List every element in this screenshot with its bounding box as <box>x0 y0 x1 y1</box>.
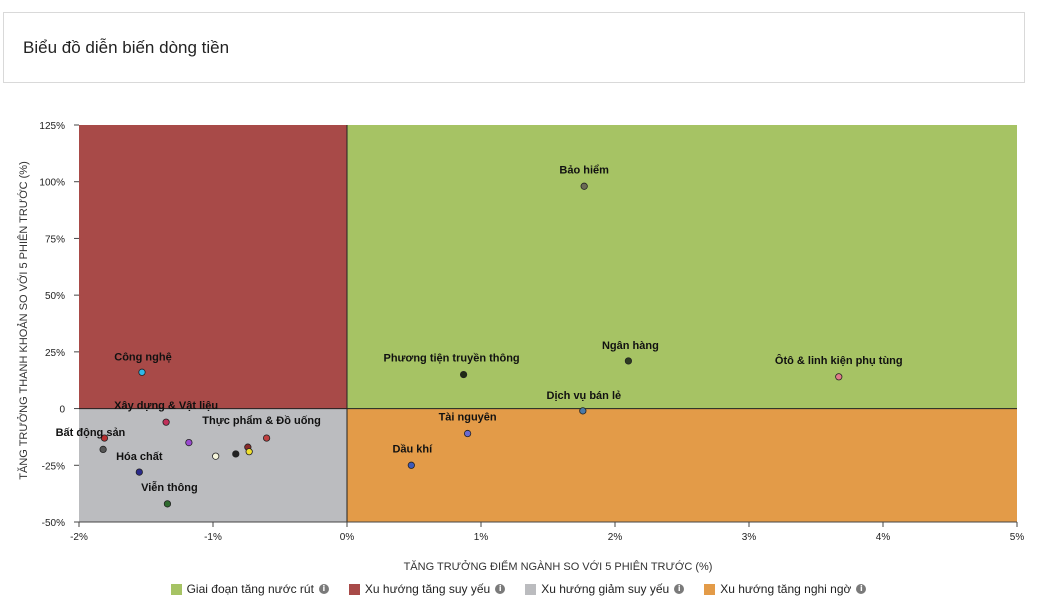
data-point <box>163 500 172 508</box>
data-point <box>212 452 220 460</box>
data-point <box>459 370 468 379</box>
y-tick-label: -50% <box>42 518 65 529</box>
legend-label: Xu hướng giảm suy yếu <box>541 582 670 596</box>
data-point <box>100 434 109 442</box>
legend-label: Xu hướng tăng suy yếu <box>364 582 491 596</box>
quadrant-0 <box>347 125 1017 409</box>
quadrant-2 <box>79 408 347 522</box>
data-label: Dịch vụ bán lẻ <box>547 390 622 402</box>
legend-item-0[interactable]: Giai đoạn tăng nước rút i <box>170 582 329 596</box>
data-label: Ôtô & linh kiện phụ tùng <box>775 354 903 367</box>
y-tick-label: 0 <box>59 405 65 416</box>
y-tick-label: -25% <box>42 461 65 472</box>
x-tick-label: 0% <box>340 532 355 543</box>
chart-legend: Giai đoạn tăng nước rút i Xu hướng tăng … <box>0 578 1037 600</box>
data-label: Xây dựng & Vật liệu <box>114 400 218 412</box>
legend-label: Giai đoạn tăng nước rút <box>186 582 314 596</box>
y-tick-label: 50% <box>45 291 65 302</box>
info-icon[interactable]: i <box>318 584 329 594</box>
info-icon[interactable]: i <box>495 584 506 594</box>
data-label: Hóa chất <box>116 451 163 463</box>
legend-label: Xu hướng tăng nghi ngờ <box>720 582 852 596</box>
y-axis-title: TĂNG TRƯỞNG THANH KHOẢN SO VỚI 5 PHIÊN T… <box>17 161 30 479</box>
data-point <box>135 468 143 476</box>
y-tick-label: 75% <box>45 234 65 245</box>
data-point <box>99 445 107 454</box>
data-point <box>245 448 253 456</box>
x-tick-label: -1% <box>204 532 222 543</box>
quadrant-3 <box>347 408 1017 522</box>
y-tick-label: 25% <box>45 348 65 359</box>
data-point <box>232 450 240 458</box>
data-label: Thực phẩm & Đồ uống <box>202 415 321 427</box>
x-tick-label: -2% <box>70 532 88 543</box>
data-point <box>262 434 271 442</box>
x-tick-label: 5% <box>1010 532 1025 543</box>
legend-item-1[interactable]: Xu hướng tăng suy yếu i <box>348 582 506 596</box>
x-tick-label: 1% <box>474 532 489 543</box>
chart-header-panel: Biểu đồ diễn biến dòng tiền <box>3 12 1025 83</box>
y-tick-label: 100% <box>39 178 65 189</box>
data-point <box>463 429 472 438</box>
data-point <box>138 368 146 376</box>
legend-swatch <box>170 583 182 595</box>
data-point <box>835 373 843 381</box>
legend-swatch <box>525 583 537 595</box>
data-label: Tài nguyên <box>439 412 497 424</box>
data-label: Viễn thông <box>141 481 198 494</box>
data-point <box>185 438 193 447</box>
data-label: Dầu khí <box>392 443 433 455</box>
legend-swatch <box>704 583 716 595</box>
data-label: Bất động sản <box>56 427 126 439</box>
data-label: Công nghệ <box>114 351 171 363</box>
data-point <box>624 357 633 365</box>
legend-item-2[interactable]: Xu hướng giảm suy yếu i <box>525 582 685 596</box>
page-title: Biểu đồ diễn biến dòng tiền <box>23 38 230 57</box>
y-tick-label: 125% <box>39 121 65 132</box>
x-tick-label: 2% <box>608 532 623 543</box>
data-point <box>162 418 170 426</box>
data-point <box>580 182 588 190</box>
data-label: Bảo hiểm <box>559 164 609 176</box>
data-point <box>579 407 587 415</box>
x-tick-label: 4% <box>876 532 891 543</box>
info-icon[interactable]: i <box>674 584 685 594</box>
data-label: Ngân hàng <box>602 340 659 352</box>
legend-swatch <box>348 583 360 595</box>
x-axis-title: TĂNG TRƯỞNG ĐIỂM NGÀNH SO VỚI 5 PHIÊN TR… <box>404 560 713 573</box>
quadrant-1 <box>79 125 347 409</box>
x-tick-label: 3% <box>742 532 757 543</box>
legend-item-3[interactable]: Xu hướng tăng nghi ngờ i <box>704 582 867 596</box>
data-label: Phương tiện truyền thông <box>383 353 519 365</box>
info-icon[interactable]: i <box>856 584 867 594</box>
data-point <box>407 461 415 469</box>
